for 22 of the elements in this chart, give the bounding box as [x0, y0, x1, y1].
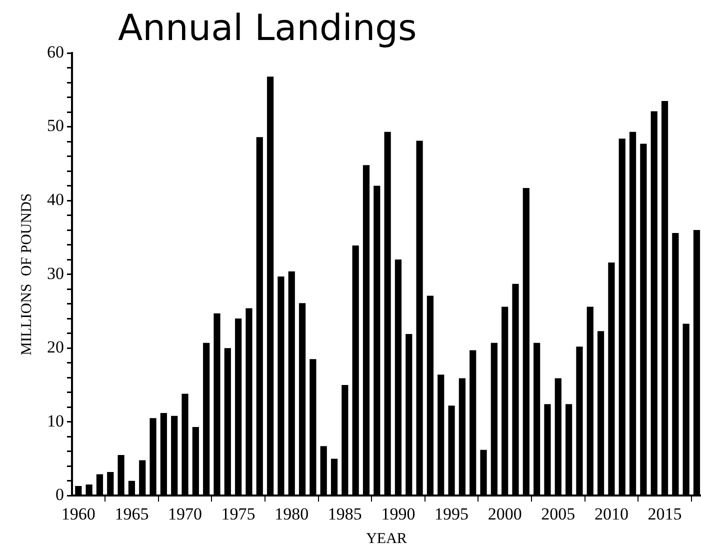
x-tick-label: 1995: [434, 504, 469, 524]
y-tick-label: 0: [56, 485, 64, 504]
y-tick-label: 60: [47, 42, 64, 62]
x-tick-label: 1985: [328, 504, 362, 524]
x-tick-label: 1975: [221, 504, 256, 524]
chart-title: Annual Landings: [118, 8, 417, 49]
y-tick-label: 10: [47, 411, 64, 430]
x-tick-label: 2015: [648, 504, 682, 524]
y-tick-label: 20: [47, 338, 64, 357]
x-tick-label: 1990: [381, 504, 416, 524]
x-tick-label: 1980: [274, 504, 309, 524]
y-tick-label: 50: [47, 116, 64, 136]
x-axis-title: YEAR: [366, 530, 407, 547]
x-tick-label: 2000: [488, 504, 522, 524]
y-tick-label: 40: [47, 190, 64, 209]
x-tick-label: 1970: [168, 504, 202, 524]
y-tick-label: 30: [47, 264, 64, 283]
x-tick-label: 2010: [594, 504, 628, 524]
x-tick-label: 2005: [541, 504, 576, 524]
y-axis-title: MILLIONS OF POUNDS: [18, 193, 35, 356]
x-tick-label: 1960: [61, 504, 96, 524]
x-tick-label: 1965: [114, 504, 149, 524]
